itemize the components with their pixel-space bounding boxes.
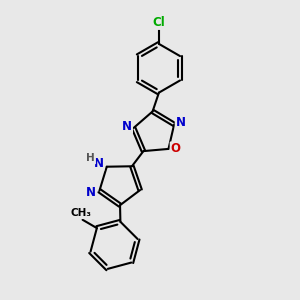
Text: N: N bbox=[94, 157, 103, 170]
Text: H: H bbox=[86, 153, 95, 164]
Text: N: N bbox=[176, 116, 186, 129]
Text: Cl: Cl bbox=[152, 16, 165, 29]
Text: N: N bbox=[122, 120, 132, 133]
Text: N: N bbox=[86, 186, 96, 199]
Text: O: O bbox=[171, 142, 181, 155]
Text: CH₃: CH₃ bbox=[70, 208, 92, 218]
